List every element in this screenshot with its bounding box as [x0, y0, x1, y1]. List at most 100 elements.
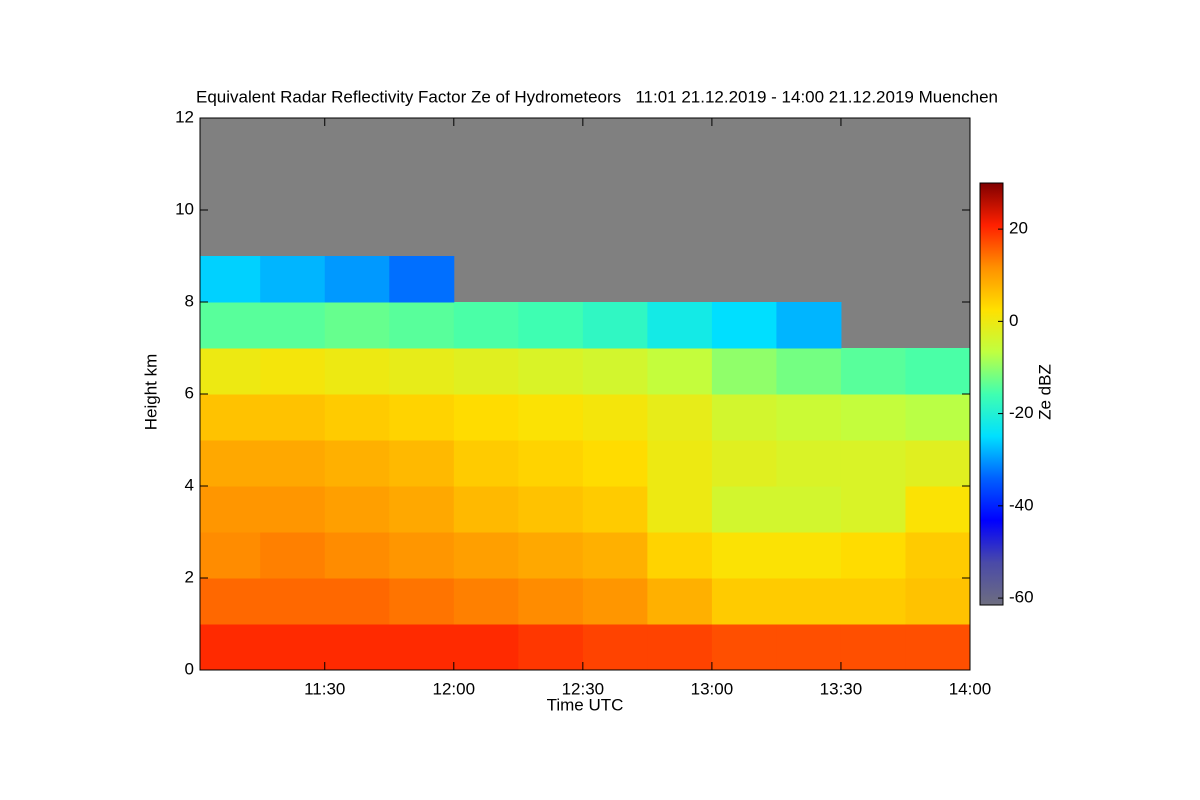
y-tick-label: 8: [185, 291, 194, 310]
heatmap-cell: [453, 486, 519, 533]
heatmap-cell: [260, 624, 326, 670]
chart-title: Equivalent Radar Reflectivity Factor Ze …: [196, 87, 998, 106]
y-tick-label: 12: [175, 107, 194, 126]
heatmap-cell: [324, 624, 390, 670]
heatmap-cell: [324, 256, 390, 303]
heatmap-cell: [840, 486, 906, 533]
heatmap-cell: [840, 532, 906, 579]
heatmap-cell: [324, 440, 390, 487]
heatmap-cell: [453, 302, 519, 349]
heatmap-cell: [905, 624, 970, 670]
heatmap-cell: [776, 486, 842, 533]
heatmap-cell: [389, 532, 455, 579]
heatmap-cell: [582, 440, 648, 487]
x-tick-label: 12:30: [562, 679, 605, 698]
heatmap-cell: [647, 486, 713, 533]
colorbar: [979, 182, 1004, 606]
heatmap-cell: [260, 532, 326, 579]
heatmap-cell: [711, 578, 777, 625]
heatmap-cell: [389, 624, 455, 670]
y-tick-label: 0: [185, 659, 194, 678]
colorbar-tick-label: -40: [1009, 495, 1034, 514]
heatmap-cell: [840, 348, 906, 395]
heatmap-cell: [776, 532, 842, 579]
heatmap-cell: [260, 302, 326, 349]
y-axis-label: Height km: [141, 354, 160, 431]
heatmap-cell: [647, 302, 713, 349]
heatmap-cell: [200, 532, 261, 579]
heatmap-cell: [776, 394, 842, 441]
heatmap-cell: [200, 486, 261, 533]
x-tick-label: 12:00: [433, 679, 476, 698]
x-tick-label: 14:00: [949, 679, 992, 698]
heatmap-cell: [582, 486, 648, 533]
heatmap-cell: [776, 440, 842, 487]
y-tick-label: 4: [185, 475, 194, 494]
heatmap-cell: [324, 578, 390, 625]
heatmap-cell: [647, 440, 713, 487]
heatmap-cell: [711, 486, 777, 533]
heatmap-cell: [582, 624, 648, 670]
heatmap-cell: [324, 394, 390, 441]
heatmap-cell: [711, 532, 777, 579]
heatmap-cell: [518, 578, 584, 625]
heatmap-cell: [905, 394, 970, 441]
heatmap-cell: [518, 348, 584, 395]
heatmap-cell: [200, 302, 261, 349]
heatmap-cell: [389, 394, 455, 441]
colorbar-tick-label: -60: [1009, 588, 1034, 607]
heatmap-cell: [518, 440, 584, 487]
heatmap-cell: [200, 578, 261, 625]
heatmap-cell: [711, 348, 777, 395]
y-tick-label: 2: [185, 567, 194, 586]
heatmap-cell: [453, 394, 519, 441]
heatmap-cell: [453, 624, 519, 670]
heatmap-cell: [840, 578, 906, 625]
heatmap-cell: [905, 348, 970, 395]
colorbar-tick-label: 20: [1009, 219, 1028, 238]
heatmap-cell: [389, 302, 455, 349]
x-tick-label: 13:00: [691, 679, 734, 698]
heatmap-cell: [776, 624, 842, 670]
heatmap-cell: [647, 348, 713, 395]
heatmap-cell: [389, 348, 455, 395]
heatmap-cell: [389, 578, 455, 625]
heatmap-cell: [453, 440, 519, 487]
heatmap-cell: [260, 256, 326, 303]
heatmap-cell: [389, 440, 455, 487]
heatmap-cell: [518, 394, 584, 441]
heatmap-cell: [905, 440, 970, 487]
heatmap-cell: [518, 486, 584, 533]
colorbar-tick-label: 0: [1009, 311, 1018, 330]
heatmap-cell: [582, 302, 648, 349]
colorbar-tick-label: -20: [1009, 403, 1034, 422]
heatmap-cell: [518, 302, 584, 349]
y-tick-label: 10: [175, 199, 194, 218]
heatmap-cell: [905, 486, 970, 533]
heatmap-cell: [324, 486, 390, 533]
heatmap-cell: [324, 532, 390, 579]
heatmap-cell: [905, 532, 970, 579]
x-axis-label: Time UTC: [547, 695, 624, 714]
heatmap-cell: [324, 302, 390, 349]
heatmap-cell: [840, 440, 906, 487]
heatmap-cell: [582, 394, 648, 441]
y-tick-label: 6: [185, 383, 194, 402]
heatmap-cell: [324, 348, 390, 395]
heatmap: [200, 118, 970, 670]
heatmap-cell: [200, 348, 261, 395]
heatmap-cell: [776, 578, 842, 625]
heatmap-cell: [200, 256, 261, 303]
heatmap-cell: [518, 624, 584, 670]
heatmap-cell: [776, 348, 842, 395]
heatmap-cell: [711, 440, 777, 487]
heatmap-cell: [453, 578, 519, 625]
heatmap-cell: [647, 532, 713, 579]
heatmap-cell: [582, 578, 648, 625]
heatmap-cell: [453, 348, 519, 395]
heatmap-cell: [711, 624, 777, 670]
heatmap-cell: [776, 302, 842, 349]
heatmap-cell: [200, 624, 261, 670]
